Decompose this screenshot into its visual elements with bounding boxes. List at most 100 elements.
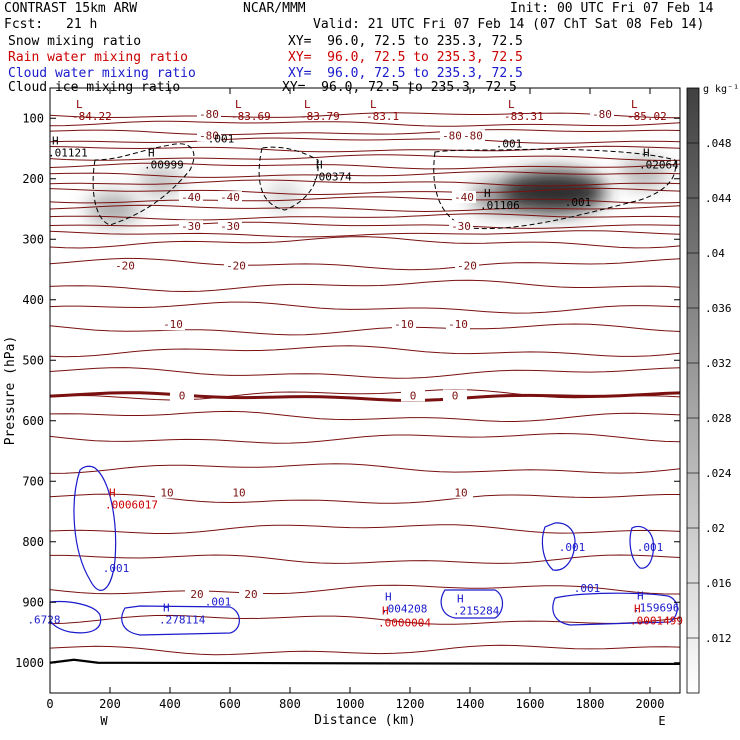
cloud-water-contour-4 xyxy=(552,592,678,626)
isotherm-label: -40 xyxy=(181,191,201,204)
y-tick-label: 500 xyxy=(22,353,44,367)
isotherm-line xyxy=(49,524,681,534)
y-tick-label: 800 xyxy=(22,535,44,549)
mixing-ratio-contour-label: .001 xyxy=(205,595,232,608)
isotherm-label-bg xyxy=(224,259,248,272)
isotherm-line xyxy=(49,279,681,293)
colorbar-tick-label: .012 xyxy=(705,632,732,645)
isotherm-label: -40 xyxy=(454,191,474,204)
isotherm-line xyxy=(49,187,681,196)
extremum-value-label: .159696 xyxy=(633,601,679,614)
isotherm-label: -20 xyxy=(115,259,135,272)
colorbar-tick-label: .028 xyxy=(705,412,732,425)
extremum-value-label: -83.1 xyxy=(366,110,399,123)
isotherm-label-bg xyxy=(590,108,614,121)
isotherm-line xyxy=(49,204,681,213)
x-tick-label: 200 xyxy=(99,697,121,711)
isotherm-label-bg xyxy=(179,220,203,233)
isotherm-label-bg xyxy=(185,587,209,600)
isotherm-line xyxy=(49,171,681,178)
y-tick-label: 600 xyxy=(22,414,44,428)
y-tick-label: 1000 xyxy=(15,656,44,670)
mixing-ratio-contour-label: .6728 xyxy=(27,613,60,626)
isotherm-line xyxy=(49,644,681,656)
colorbar xyxy=(686,87,700,694)
isotherm-line xyxy=(49,410,681,423)
isotherm-line xyxy=(49,614,681,625)
isotherm-label-bg xyxy=(218,220,242,233)
isotherm-label-bg xyxy=(449,486,473,499)
colorbar-tick-label: .016 xyxy=(705,577,732,590)
extremum-value-label: -83.31 xyxy=(504,110,544,123)
legend-snow-name: Snow mixing ratio xyxy=(8,34,142,49)
isotherm-zero-line xyxy=(49,391,681,402)
x-tick-label: 1400 xyxy=(456,697,485,711)
mixing-ratio-contour-label: .001 xyxy=(559,541,586,554)
isotherm-line xyxy=(49,221,681,229)
extremum-kind-label: H xyxy=(382,604,389,617)
isotherm-line xyxy=(49,154,681,162)
x-axis-title: Distance (km) xyxy=(314,713,416,728)
colorbar-tick-label: .048 xyxy=(705,137,732,150)
isotherm-label-bg xyxy=(461,129,485,142)
isotherm-line xyxy=(49,323,681,336)
extremum-kind-label: H xyxy=(457,592,464,605)
extremum-value-label: .0006017 xyxy=(105,498,158,511)
isotherm-label-bg xyxy=(161,318,185,331)
isotherm-line xyxy=(49,179,681,187)
isotherm-label-bg xyxy=(227,486,251,499)
extremum-kind-label: H xyxy=(52,134,59,147)
colorbar-tick-label: .04 xyxy=(705,247,725,260)
east-label: E xyxy=(658,714,665,728)
extremum-value-label: .01106 xyxy=(480,199,520,212)
y-tick-label: 700 xyxy=(22,474,44,488)
isotherm-label: -80 xyxy=(592,108,612,121)
extremum-kind-label: L xyxy=(370,98,377,111)
valid-time: Valid: 21 UTC Fri 07 Feb 14 (07 ChT Sat … xyxy=(313,17,705,32)
colorbar-tick-label: .024 xyxy=(705,467,732,480)
isotherm-line xyxy=(49,112,681,119)
extremum-kind-label: H xyxy=(163,601,170,614)
extremum-kind-label: L xyxy=(508,98,515,111)
extremum-kind-label: L xyxy=(235,98,242,111)
extremum-value-label: -85.02 xyxy=(627,110,667,123)
isotherm-label: 10 xyxy=(454,486,467,499)
isotherm-line xyxy=(49,584,680,595)
isotherm-line xyxy=(49,367,681,379)
isotherm-line xyxy=(49,213,681,221)
west-label: W xyxy=(100,714,108,728)
isotherm-label-bg xyxy=(197,129,221,142)
mixing-ratio-contour-label: .001 xyxy=(103,562,130,575)
isotherm-label: 20 xyxy=(190,588,203,601)
mixing-ratio-contour-label: .001 xyxy=(565,196,592,209)
isotherm-label: 10 xyxy=(160,486,173,499)
isotherm-line xyxy=(49,345,681,358)
extremum-value-label: .278114 xyxy=(159,613,206,626)
forecast-hour: 21 h xyxy=(66,17,98,32)
legend-cloudwater-name: Cloud water mixing ratio xyxy=(8,66,196,81)
isotherm-label: -80 xyxy=(463,129,483,142)
mixing-ratio-contour-label: .001 xyxy=(496,137,523,150)
isotherm-label-bg xyxy=(452,191,476,204)
extremum-kind-label: L xyxy=(304,98,311,111)
isotherm-label: -10 xyxy=(448,318,468,331)
extremum-kind-label: H xyxy=(109,486,116,499)
isotherm-label: -40 xyxy=(220,191,240,204)
cloud-water-contour-6 xyxy=(49,600,102,634)
cloud-ice-contour-0 xyxy=(92,143,195,226)
isotherm-label-bg xyxy=(455,259,479,272)
isotherm-label-bg xyxy=(446,318,470,331)
isotherm-label: -30 xyxy=(451,220,471,233)
forecast-label: Fcst: xyxy=(4,17,44,32)
colorbar-tick-label: .032 xyxy=(705,357,732,370)
isotherm-label-bg xyxy=(239,587,263,600)
isotherm-label: -20 xyxy=(226,259,246,272)
cloud-water-contour-0 xyxy=(73,465,117,591)
colorbar-unit: g kg⁻¹ xyxy=(703,84,739,95)
x-tick-label: 800 xyxy=(279,697,301,711)
cloud-water-contour-1 xyxy=(121,605,240,636)
legend-cloudwater-xy: XY= 96.0, 72.5 to 235.3, 72.5 xyxy=(288,66,523,81)
isotherm-label-bg xyxy=(392,318,416,331)
legend-rain-name: Rain water mixing ratio xyxy=(8,50,189,65)
